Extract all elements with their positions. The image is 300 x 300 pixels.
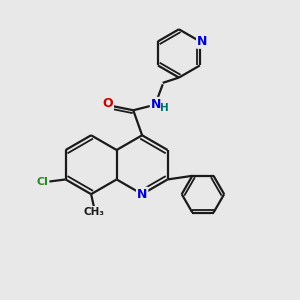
Text: CH₃: CH₃ bbox=[84, 207, 105, 217]
Text: Cl: Cl bbox=[36, 177, 48, 188]
Text: O: O bbox=[102, 97, 113, 110]
Text: N: N bbox=[197, 35, 207, 48]
Text: N: N bbox=[137, 188, 147, 201]
Text: H: H bbox=[160, 103, 168, 113]
Text: N: N bbox=[151, 98, 161, 111]
